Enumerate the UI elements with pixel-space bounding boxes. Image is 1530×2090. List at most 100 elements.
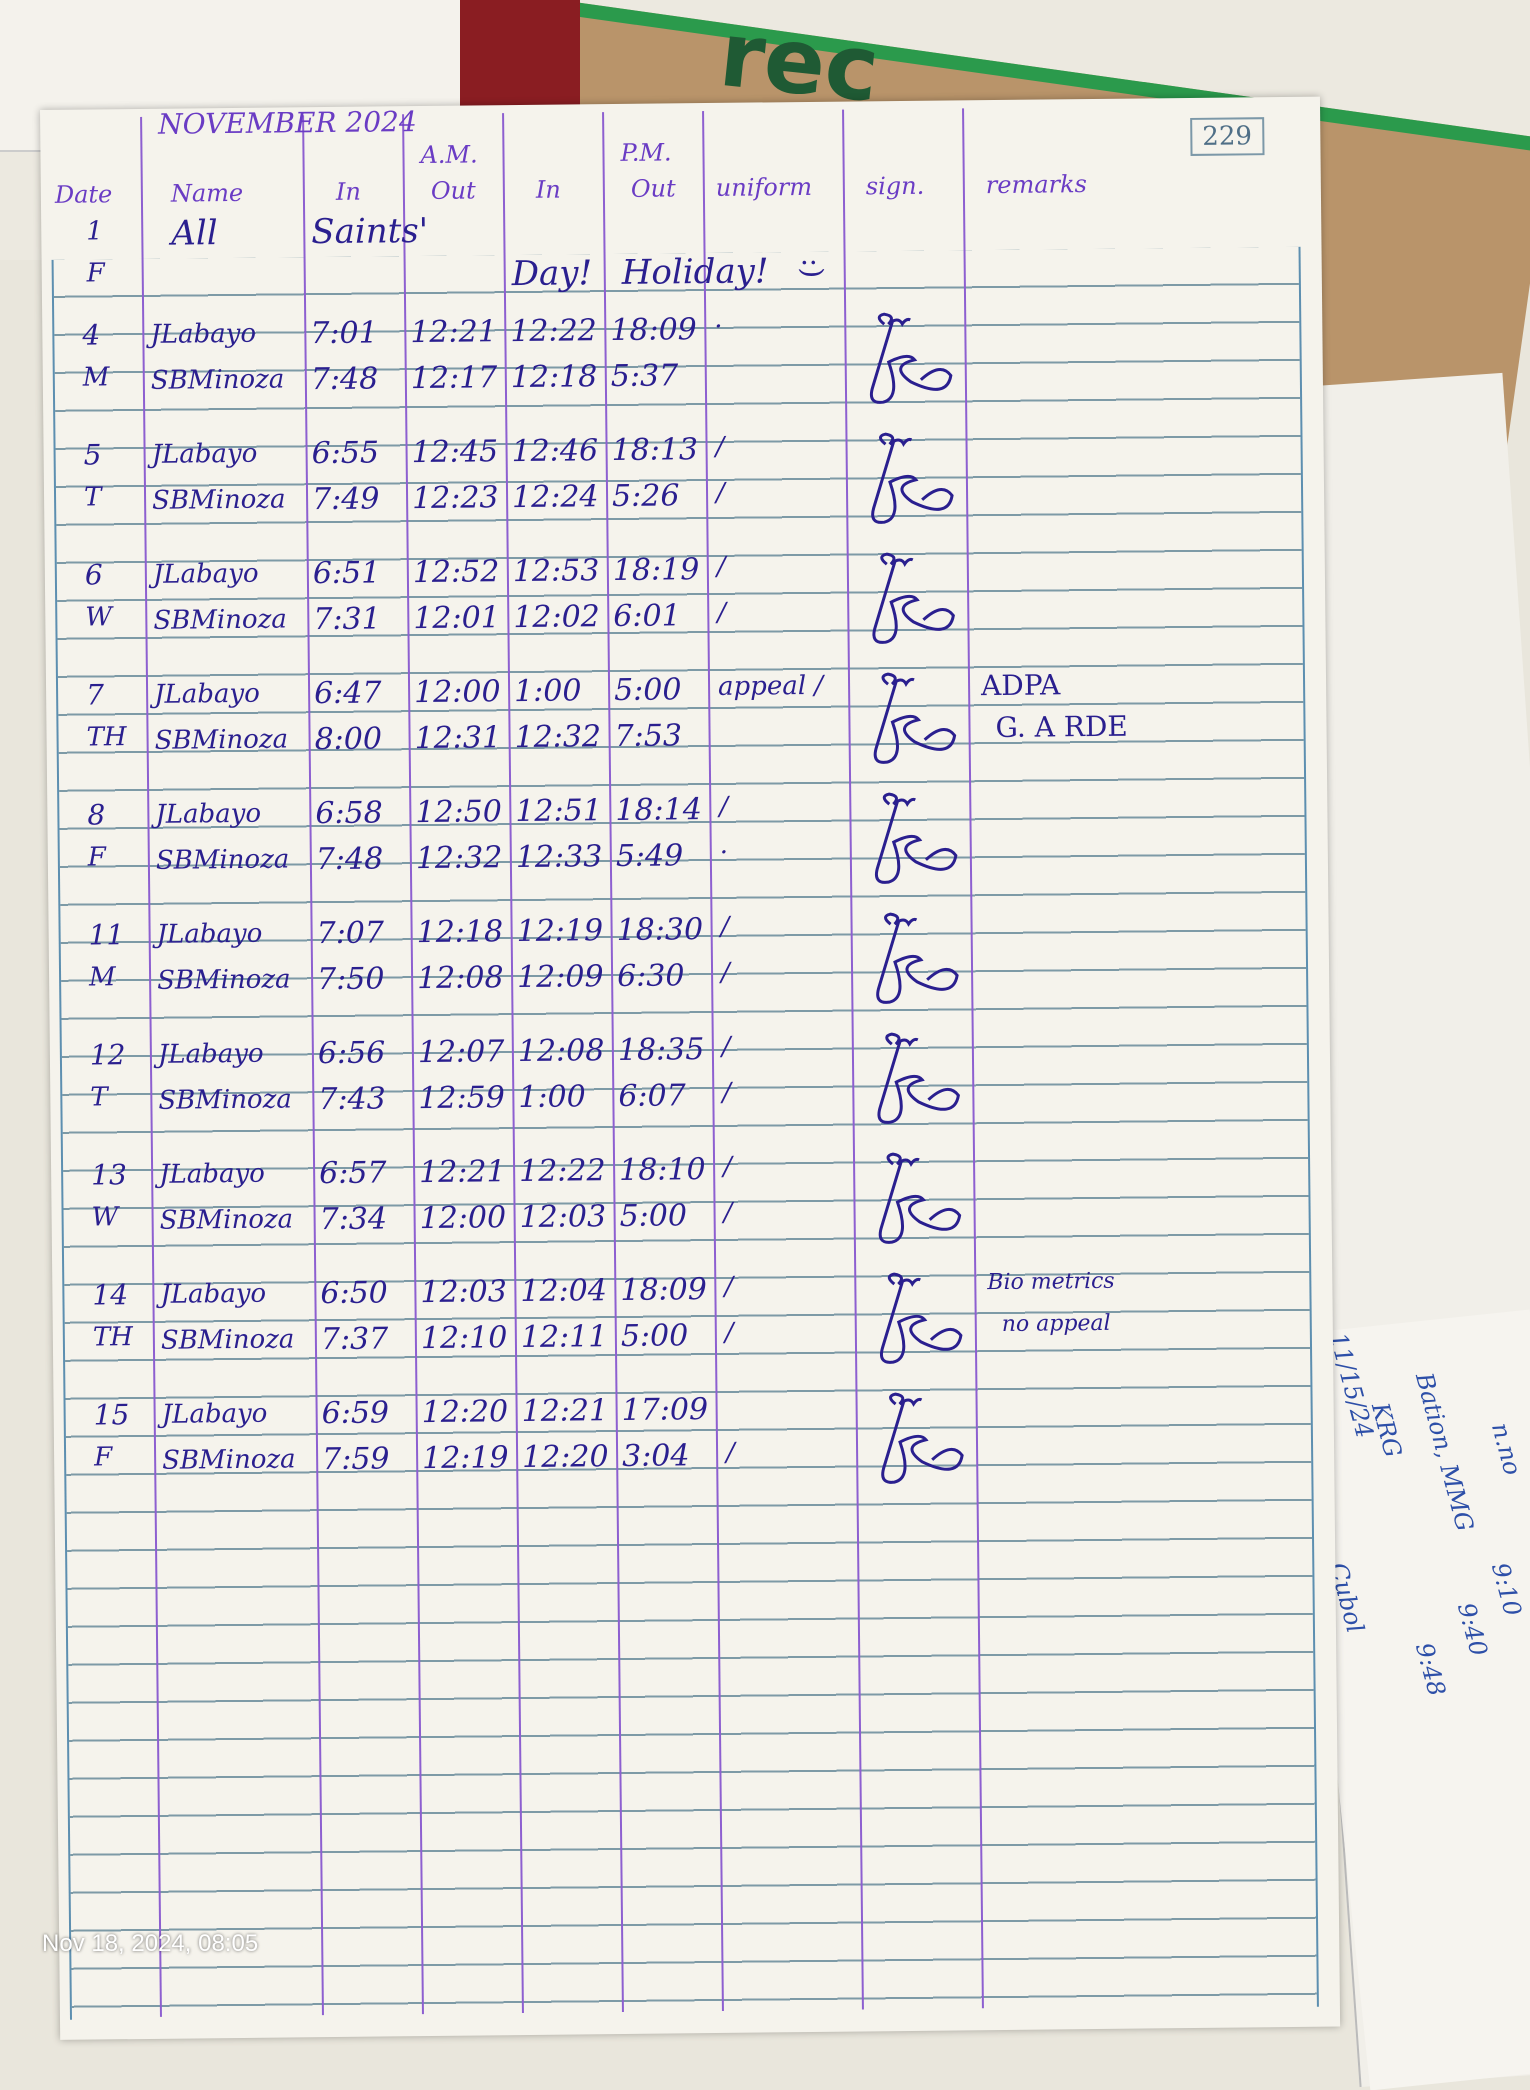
time-pm-in: 12:20 (521, 1439, 609, 1476)
time-am-in: 8:00 (314, 721, 383, 758)
time-am-out: 12:50 (415, 794, 503, 831)
remarks-header: remarks (985, 170, 1088, 200)
date-header: Date (54, 180, 113, 209)
employee-name: JLabayo (155, 798, 262, 830)
employee-name: JLabayo (158, 1158, 265, 1190)
attendance-entries: 4 M JLabayo 7:01 12:21 12:22 18:09 · SBMinoza 7:4… (40, 97, 1320, 1484)
time-pm-out: 7:53 (614, 718, 683, 755)
employee-name: JLabayo (161, 1398, 268, 1430)
uniform-check: / (717, 597, 727, 628)
uniform-check: / (724, 1271, 734, 1302)
time-am-out: 12:23 (411, 480, 499, 517)
entry-date: 14 (92, 1278, 129, 1312)
time-am-out: 12:32 (415, 840, 503, 877)
entry-day: T (90, 1082, 108, 1113)
uniform-header: uniform (715, 172, 813, 202)
employee-name: SBMinoza (160, 1324, 295, 1356)
entry-day: W (91, 1202, 119, 1233)
time-pm-in: 12:22 (510, 313, 597, 350)
time-am-in: 7:43 (318, 1081, 386, 1118)
uniform-check: / (720, 957, 730, 988)
time-am-in: 6:56 (317, 1035, 386, 1072)
time-am-out: 12:20 (421, 1394, 509, 1431)
uniform-check: appeal / (717, 670, 824, 702)
employee-name: SBMinoza (159, 1204, 294, 1236)
time-pm-in: 12:32 (514, 719, 602, 756)
employee-name: JLabayo (160, 1278, 267, 1310)
employee-name: SBMinoza (155, 844, 290, 876)
entry-date: 7 (85, 678, 105, 712)
time-pm-out: 6:07 (618, 1078, 686, 1114)
remark-text: no appeal (1001, 1310, 1111, 1337)
time-am-in: 6:55 (311, 435, 380, 472)
entry-date: 4 (82, 318, 101, 352)
time-am-in: 7:59 (321, 1441, 390, 1478)
photo-timestamp: Nov 18, 2024, 08:05 (42, 1930, 259, 1957)
signature (873, 672, 957, 764)
time-pm-in: 12:19 (516, 913, 604, 950)
am-out-header: Out (430, 176, 476, 205)
holiday-text: Day! (511, 253, 593, 295)
smiley: :) (795, 257, 830, 279)
employee-name: SBMinoza (161, 1444, 296, 1476)
employee-name: SBMinoza (151, 484, 286, 516)
signature (871, 432, 954, 524)
pm-in-header: In (535, 175, 561, 204)
employee-name: SBMinoza (156, 964, 291, 996)
time-pm-in: 12:21 (521, 1393, 609, 1430)
signature (877, 1032, 960, 1124)
entry-date: 12 (89, 1038, 126, 1072)
time-pm-in: 12:33 (515, 839, 603, 876)
uniform-check: / (715, 477, 725, 508)
entry-date: 5 (83, 438, 102, 472)
entry-day: M (88, 962, 116, 993)
time-am-in: 7:49 (311, 481, 380, 518)
remark-text: ADPA (980, 668, 1061, 703)
time-pm-in: 12:53 (512, 553, 600, 590)
month-title: NOVEMBER 2024 (157, 105, 417, 141)
time-pm-in: 12:51 (515, 793, 603, 830)
employee-name: JLabayo (153, 678, 260, 710)
time-am-in: 6:58 (315, 795, 383, 832)
time-pm-out: 18:09 (610, 312, 697, 349)
time-pm-out: 18:30 (616, 912, 704, 949)
uniform-check: / (716, 551, 726, 582)
time-pm-out: 5:26 (611, 478, 680, 515)
remark-text: Bio metrics (987, 1268, 1115, 1296)
uniform-check: / (720, 911, 730, 942)
time-pm-out: 18:13 (611, 432, 699, 469)
uniform-check: / (722, 1077, 732, 1108)
signature (881, 1392, 964, 1484)
entry-day: M (82, 362, 110, 393)
signature (876, 912, 959, 1004)
entry-date: 6 (84, 558, 103, 592)
employee-name: JLabayo (151, 438, 258, 470)
employee-name: SBMinoza (150, 364, 285, 396)
time-am-out: 12:00 (413, 674, 501, 711)
uniform-check: / (719, 791, 729, 822)
name-header: Name (170, 178, 244, 208)
uniform-check: / (725, 1437, 736, 1468)
entry-day: T (83, 482, 102, 513)
holiday-text: Holiday! (621, 251, 769, 293)
employee-name: JLabayo (152, 558, 259, 590)
time-pm-in: 12:46 (511, 433, 599, 470)
time-am-in: 7:48 (315, 841, 384, 878)
time-am-out: 12:08 (416, 960, 504, 997)
time-pm-out: 18:19 (612, 552, 700, 589)
time-pm-out: 18:10 (618, 1152, 706, 1188)
sign-header: sign. (865, 171, 925, 201)
pm-header: P.M. (620, 138, 672, 167)
time-pm-in: 12:08 (517, 1033, 605, 1070)
employee-name: JLabayo (157, 1038, 264, 1070)
time-pm-in: 1:00 (518, 1079, 586, 1116)
signature (872, 552, 955, 644)
time-pm-in: 12:11 (520, 1319, 608, 1356)
entry-day: TH (86, 722, 127, 753)
am-in-header: In (335, 177, 361, 206)
uniform-check: · (719, 837, 729, 868)
time-am-out: 12:19 (421, 1440, 509, 1477)
time-am-out: 12:18 (416, 914, 504, 951)
time-am-out: 12:21 (410, 314, 497, 351)
time-am-in: 7:37 (320, 1321, 389, 1358)
